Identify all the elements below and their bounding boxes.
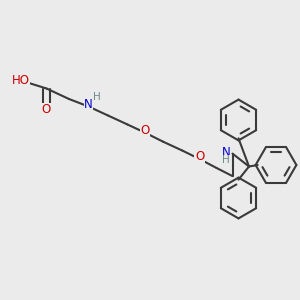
Text: H: H [222, 155, 230, 165]
Text: O: O [140, 124, 149, 137]
Text: O: O [195, 150, 204, 163]
Text: O: O [42, 103, 51, 116]
Text: N: N [84, 98, 93, 111]
Text: HO: HO [12, 74, 30, 88]
Text: N: N [221, 146, 230, 159]
Text: H: H [93, 92, 101, 103]
